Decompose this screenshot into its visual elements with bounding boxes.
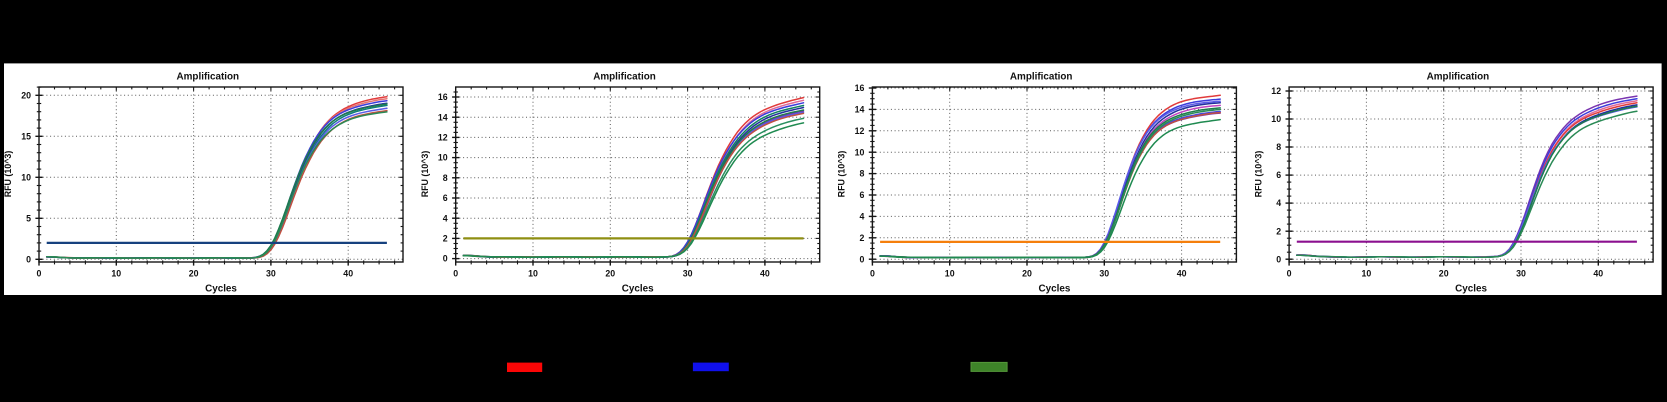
svg-text:0: 0 [453, 269, 458, 279]
svg-text:RFU (10^3): RFU (10^3) [837, 151, 847, 198]
svg-text:20: 20 [1439, 269, 1449, 279]
svg-text:0: 0 [26, 254, 31, 264]
svg-text:20: 20 [605, 269, 615, 279]
svg-text:10: 10 [855, 147, 865, 157]
svg-text:0: 0 [859, 254, 864, 264]
svg-text:14: 14 [855, 105, 865, 115]
svg-text:12: 12 [1271, 86, 1281, 96]
svg-text:Amplification: Amplification [1010, 72, 1073, 83]
svg-text:2: 2 [1276, 226, 1281, 236]
svg-text:RFU (10^3): RFU (10^3) [1253, 151, 1263, 198]
svg-text:0: 0 [443, 254, 448, 264]
svg-text:20: 20 [189, 269, 199, 279]
svg-text:10: 10 [528, 269, 538, 279]
svg-text:5: 5 [26, 213, 31, 223]
svg-text:Amplification: Amplification [593, 72, 656, 83]
svg-text:10: 10 [21, 172, 31, 182]
svg-text:10: 10 [945, 269, 955, 279]
svg-text:20: 20 [1022, 269, 1032, 279]
svg-text:2: 2 [859, 233, 864, 243]
svg-text:15: 15 [21, 131, 31, 141]
svg-text:12: 12 [438, 133, 448, 143]
svg-text:Cycles: Cycles [1038, 284, 1070, 295]
svg-text:20: 20 [21, 90, 31, 100]
svg-text:6: 6 [859, 190, 864, 200]
svg-text:30: 30 [266, 269, 276, 279]
svg-text:Amplification: Amplification [177, 72, 240, 83]
svg-text:30: 30 [683, 269, 693, 279]
svg-text:0: 0 [37, 269, 42, 279]
svg-text:40: 40 [1593, 269, 1603, 279]
svg-text:30: 30 [1516, 269, 1526, 279]
svg-text:8: 8 [1276, 142, 1281, 152]
svg-text:6: 6 [1276, 170, 1281, 180]
svg-text:Cycles: Cycles [205, 284, 237, 295]
svg-text:40: 40 [760, 269, 770, 279]
svg-text:6: 6 [443, 193, 448, 203]
svg-text:10: 10 [438, 153, 448, 163]
svg-text:14: 14 [438, 112, 448, 122]
svg-text:12: 12 [855, 126, 865, 136]
svg-text:16: 16 [855, 83, 865, 93]
svg-text:16: 16 [438, 92, 448, 102]
svg-text:0: 0 [1276, 254, 1281, 264]
svg-text:Cycles: Cycles [1455, 284, 1487, 295]
svg-text:8: 8 [859, 169, 864, 179]
svg-text:0: 0 [870, 269, 875, 279]
svg-text:10: 10 [1271, 114, 1281, 124]
svg-text:10: 10 [111, 269, 121, 279]
svg-text:4: 4 [1276, 198, 1281, 208]
svg-text:30: 30 [1099, 269, 1109, 279]
svg-text:40: 40 [1177, 269, 1187, 279]
svg-text:Cycles: Cycles [622, 284, 654, 295]
svg-text:0: 0 [1287, 269, 1292, 279]
svg-text:8: 8 [443, 173, 448, 183]
svg-text:Amplification: Amplification [1427, 72, 1490, 83]
svg-text:2: 2 [443, 234, 448, 244]
svg-text:RFU (10^3): RFU (10^3) [420, 151, 430, 198]
svg-text:40: 40 [343, 269, 353, 279]
svg-text:10: 10 [1362, 269, 1372, 279]
svg-text:RFU (10^3): RFU (10^3) [3, 151, 13, 198]
svg-text:4: 4 [859, 212, 864, 222]
svg-text:4: 4 [443, 213, 448, 223]
